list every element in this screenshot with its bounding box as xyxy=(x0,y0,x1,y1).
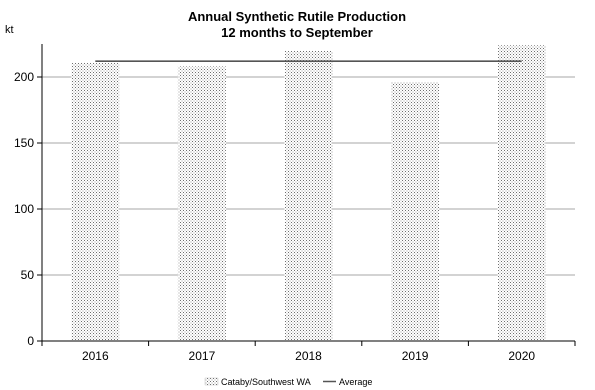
bar xyxy=(71,62,120,341)
axes xyxy=(37,44,576,346)
x-tick-label: 2020 xyxy=(508,349,535,363)
chart-subtitle: 12 months to September xyxy=(221,25,373,40)
legend: Cataby/Southwest WA Average xyxy=(204,377,372,387)
y-tick-label: 150 xyxy=(14,136,34,150)
legend-label-average: Average xyxy=(339,377,372,387)
y-tick-labels: 0 50 100 150 200 xyxy=(14,70,34,348)
y-tick-label: 200 xyxy=(14,70,34,84)
bar xyxy=(391,82,440,341)
y-tick-label: 0 xyxy=(27,334,34,348)
x-tick-label: 2018 xyxy=(295,349,322,363)
chart-title: Annual Synthetic Rutile Production xyxy=(188,9,406,24)
bar xyxy=(497,45,546,341)
legend-swatch-bar xyxy=(204,377,219,386)
x-tick-label: 2019 xyxy=(402,349,429,363)
bars xyxy=(71,45,546,341)
x-tick-label: 2017 xyxy=(189,349,216,363)
x-tick-labels: 2016 2017 2018 2019 2020 xyxy=(82,349,535,363)
x-tick-label: 2016 xyxy=(82,349,109,363)
y-tick-label: 50 xyxy=(21,268,35,282)
y-tick-label: 100 xyxy=(14,202,34,216)
y-axis-unit: kt xyxy=(5,24,14,36)
legend-label-bar: Cataby/Southwest WA xyxy=(221,377,311,387)
bar xyxy=(284,50,333,341)
bar xyxy=(177,66,226,341)
